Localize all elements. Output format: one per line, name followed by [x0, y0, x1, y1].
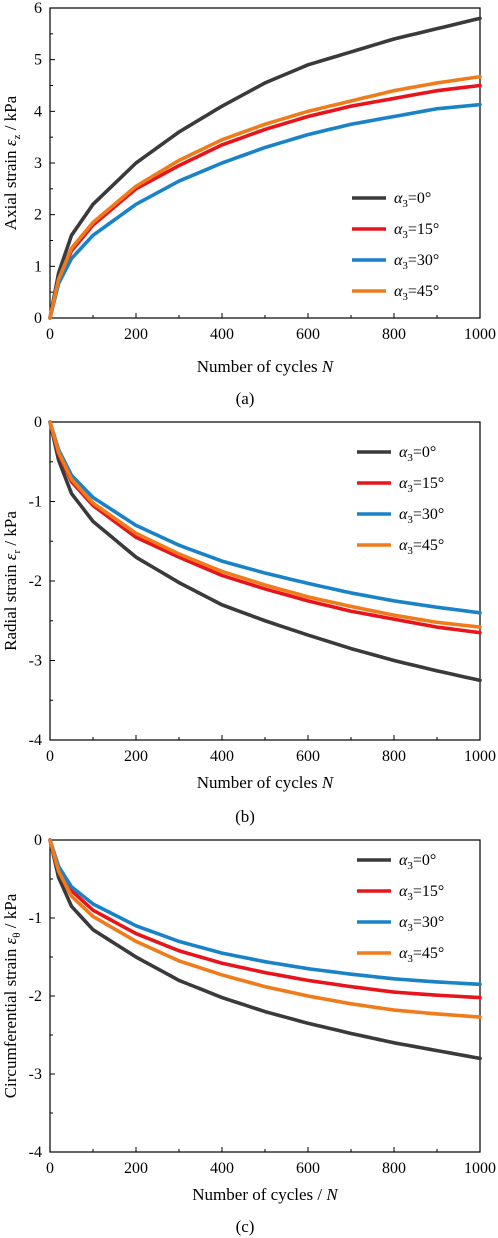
series-line-1 — [48, 838, 482, 1000]
panel-caption: (c) — [236, 1217, 255, 1236]
y-tick-label: -3 — [29, 1066, 42, 1083]
x-tick-label: 1000 — [464, 1160, 496, 1177]
x-tick-label: 1000 — [464, 326, 496, 343]
y-tick-label: 5 — [34, 52, 42, 69]
y-tick-label: 3 — [34, 155, 42, 172]
x-axis-title: Number of cycles / N — [192, 1185, 339, 1204]
y-tick-label: 4 — [34, 103, 42, 120]
y-tick-label: 2 — [34, 207, 42, 224]
y-tick-label: 6 — [34, 0, 42, 17]
chart-panel-b: 0 200 400 600 800 1000-4-3-2-10α3=0°α3=15°α3=… — [1, 414, 496, 826]
legend-label-1: α3=15° — [394, 221, 439, 241]
y-axis-title: Axial strain εz / kPa — [1, 95, 23, 230]
legend-label-3: α3=45° — [399, 537, 444, 557]
y-tick-label: -3 — [29, 653, 42, 670]
legend-label-1: α3=15° — [399, 475, 444, 495]
x-tick-label: 0 — [46, 1160, 54, 1177]
x-axis-title: Number of cycles N — [197, 357, 335, 376]
plot-frame — [49, 421, 481, 741]
chart-panel-a: 0 200 400 600 800 1000 0 1 2 3 4 5 6 α3=0° α3=15° α3=30… — [1, 0, 496, 408]
x-tick-label: 600 — [296, 1160, 320, 1177]
y-tick-label: 1 — [34, 258, 42, 275]
series-line-0 — [48, 16, 482, 320]
legend-label-0: α3=0° — [394, 190, 431, 210]
panel-caption: (a) — [236, 389, 255, 408]
x-axis-title: Number of cycles N — [197, 773, 335, 792]
x-tick-label: 0 — [46, 748, 54, 765]
x-tick-label: 400 — [210, 326, 234, 343]
series-line-0 — [48, 420, 482, 683]
series-line-2 — [48, 102, 482, 320]
legend-label-1: α3=15° — [399, 883, 444, 903]
y-tick-label: -4 — [29, 1144, 42, 1161]
legend-label-2: α3=30° — [399, 506, 444, 526]
y-axis-title: Circumferential strain εθ / kPa — [1, 893, 23, 1098]
y-tick-label: -4 — [29, 732, 42, 749]
legend: α3=0° α3=15° α3=30° α3=45° — [352, 190, 439, 303]
x-tick-label: 200 — [124, 1160, 148, 1177]
legend-label-0: α3=0° — [399, 444, 436, 464]
y-tick-label: -2 — [29, 988, 42, 1005]
series-line-3 — [48, 838, 482, 1019]
x-tick-label: 200 — [124, 748, 148, 765]
series-line-0 — [48, 838, 482, 1061]
legend-label-2: α3=30° — [394, 252, 439, 272]
legend-label-0: α3=0° — [399, 852, 436, 872]
chart-panel-c: 0 200 400 600 800 1000-4-3-2-10α3=0°α3=15°α3=… — [1, 832, 496, 1236]
x-tick-label: 400 — [210, 748, 234, 765]
y-axis-title: Radial strain εr / kPa — [1, 511, 23, 651]
y-tick-label: 0 — [34, 310, 42, 327]
y-tick-label: -1 — [29, 910, 42, 927]
x-tick-label: 600 — [296, 326, 320, 343]
series-line-3 — [48, 74, 482, 320]
x-tick-label: 600 — [296, 748, 320, 765]
y-tick-label: -2 — [29, 573, 42, 590]
series-line-3 — [48, 420, 482, 629]
legend: α3=0° α3=15° α3=30° α3=45° — [357, 852, 444, 965]
legend: α3=0° α3=15° α3=30° α3=45° — [357, 444, 444, 557]
series-line-2 — [48, 838, 482, 987]
plot-frame — [49, 7, 481, 319]
x-tick-label: 0 — [46, 326, 54, 343]
legend-label-3: α3=45° — [399, 945, 444, 965]
x-tick-label: 800 — [382, 1160, 406, 1177]
x-tick-label: 800 — [382, 748, 406, 765]
x-tick-label: 400 — [210, 1160, 234, 1177]
y-tick-label: 0 — [34, 414, 42, 431]
y-tick-label: -1 — [29, 494, 42, 511]
x-tick-label: 1000 — [464, 748, 496, 765]
legend-label-2: α3=30° — [399, 914, 444, 934]
x-tick-label: 800 — [382, 326, 406, 343]
panel-caption: (b) — [235, 807, 255, 826]
legend-label-3: α3=45° — [394, 283, 439, 303]
y-tick-label: 0 — [34, 832, 42, 849]
x-tick-label: 200 — [124, 326, 148, 343]
